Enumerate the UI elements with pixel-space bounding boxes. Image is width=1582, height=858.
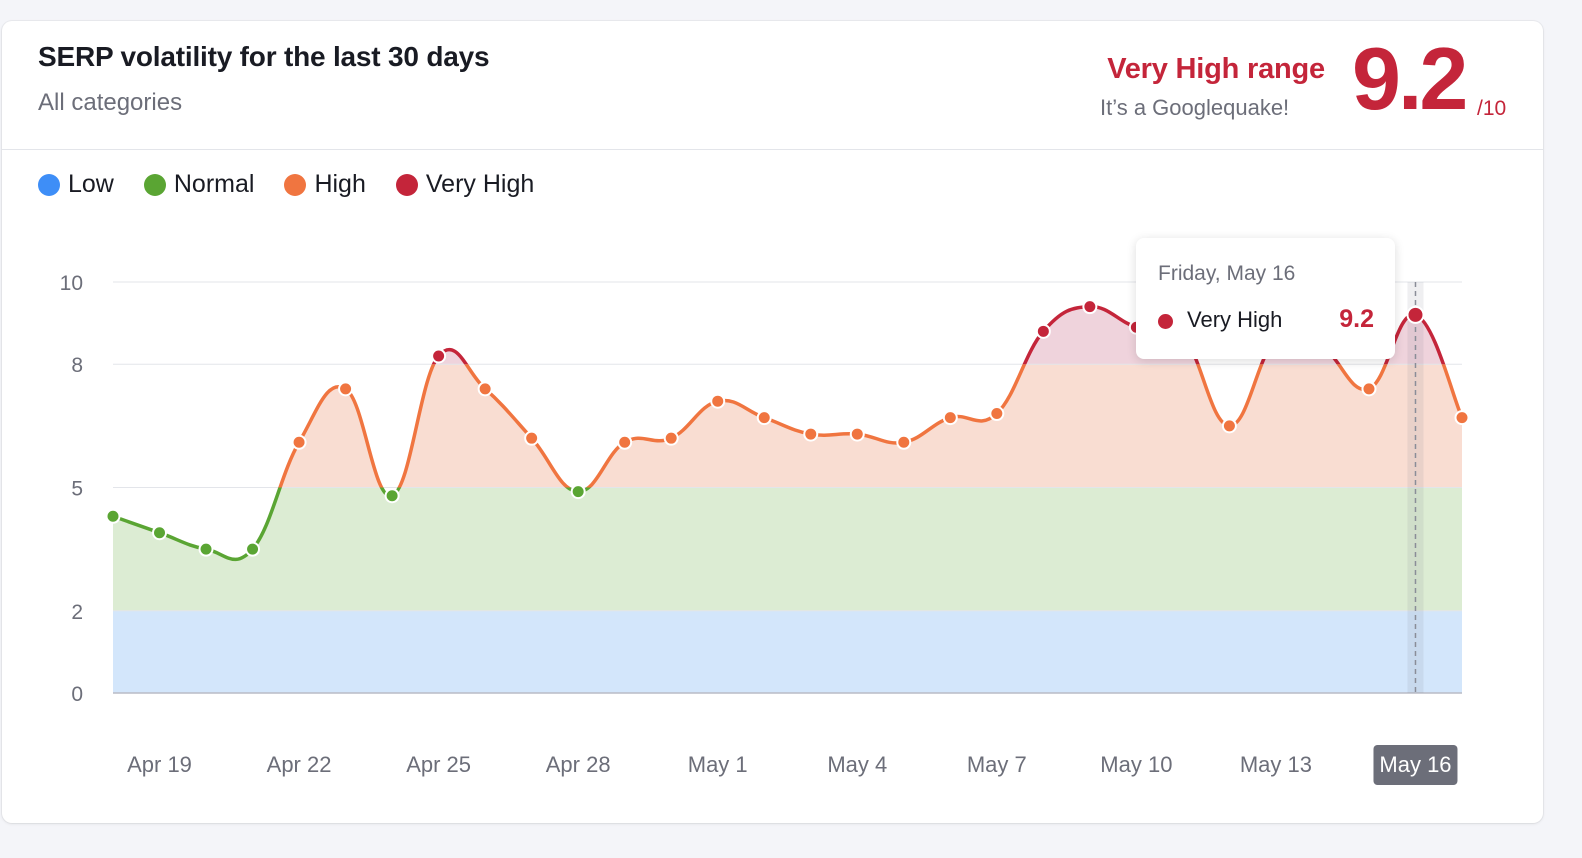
data-point xyxy=(896,434,912,450)
data-point xyxy=(245,541,261,557)
data-point xyxy=(1454,410,1470,426)
range-label: Very High range xyxy=(1107,53,1325,85)
data-point xyxy=(710,393,726,409)
chart-tooltip: Friday, May 16 Very High 9.2 xyxy=(1136,238,1395,359)
legend-dot-icon xyxy=(143,173,166,196)
x-tick-label: Apr 22 xyxy=(267,752,332,777)
tooltip-value: 9.2 xyxy=(1339,305,1374,333)
x-tick-label: May 4 xyxy=(827,752,887,777)
data-point xyxy=(198,541,214,557)
y-tick-label: 5 xyxy=(71,478,83,501)
data-point xyxy=(1361,381,1377,397)
legend-label: Normal xyxy=(173,170,255,198)
card-header: SERP volatility for the last 30 days All… xyxy=(2,21,1543,150)
band-low xyxy=(113,610,1462,693)
data-point xyxy=(570,484,586,500)
chart-legend: Low Normal High Very High xyxy=(38,170,564,199)
data-point xyxy=(152,525,168,541)
x-tick-label: May 13 xyxy=(1240,752,1312,777)
data-point xyxy=(291,434,307,450)
legend-item-high[interactable]: High xyxy=(284,170,366,199)
data-point xyxy=(105,508,121,524)
data-point xyxy=(1221,418,1237,434)
data-point xyxy=(1035,323,1051,339)
data-point xyxy=(617,434,633,450)
data-point xyxy=(524,430,540,446)
x-tick-label: May 16 xyxy=(1379,752,1451,777)
y-tick-label: 2 xyxy=(71,601,83,624)
band-normal xyxy=(113,487,1462,611)
range-note: It’s a Googlequake! xyxy=(1100,95,1290,120)
x-tick-label: May 7 xyxy=(967,752,1027,777)
legend-dot-icon xyxy=(284,173,307,196)
highlight-band xyxy=(1407,282,1424,693)
tooltip-series-dot-icon xyxy=(1158,314,1173,329)
tooltip-series-label: Very High xyxy=(1187,307,1283,332)
legend-dot-icon xyxy=(38,173,60,196)
data-point xyxy=(1082,299,1098,315)
legend-label: High xyxy=(314,170,366,198)
legend-item-low[interactable]: Low xyxy=(38,170,114,199)
x-tick-label: Apr 19 xyxy=(127,752,192,777)
data-point xyxy=(663,430,679,446)
category-label: All categories xyxy=(38,89,183,116)
data-point xyxy=(431,348,447,364)
data-point xyxy=(756,410,772,426)
x-tick-label: May 1 xyxy=(688,752,748,777)
legend-dot-icon xyxy=(395,173,418,196)
tooltip-date: Friday, May 16 xyxy=(1158,262,1296,285)
data-point xyxy=(803,426,819,442)
legend-label: Low xyxy=(68,170,114,198)
y-tick-label: 0 xyxy=(71,683,83,706)
x-tick-highlight-bg xyxy=(1373,745,1458,785)
data-point xyxy=(1406,305,1425,324)
x-tick-label: Apr 25 xyxy=(406,752,471,777)
legend-item-normal[interactable]: Normal xyxy=(143,170,255,199)
legend-label: Very High xyxy=(425,170,535,198)
y-tick-label: 10 xyxy=(60,272,83,295)
y-tick-label: 8 xyxy=(71,354,83,377)
data-point xyxy=(849,426,865,442)
data-point xyxy=(384,488,400,504)
data-point xyxy=(338,381,354,397)
card-title: SERP volatility for the last 30 days xyxy=(38,41,490,72)
legend-item-very-high[interactable]: Very High xyxy=(395,170,535,199)
data-point xyxy=(942,410,958,426)
score-suffix: /10 xyxy=(1477,97,1507,120)
score-value: 9.2 xyxy=(1352,29,1468,128)
data-point xyxy=(477,381,493,397)
x-tick-label: May 10 xyxy=(1100,752,1172,777)
data-point xyxy=(989,406,1005,422)
x-tick-label: Apr 28 xyxy=(546,752,611,777)
